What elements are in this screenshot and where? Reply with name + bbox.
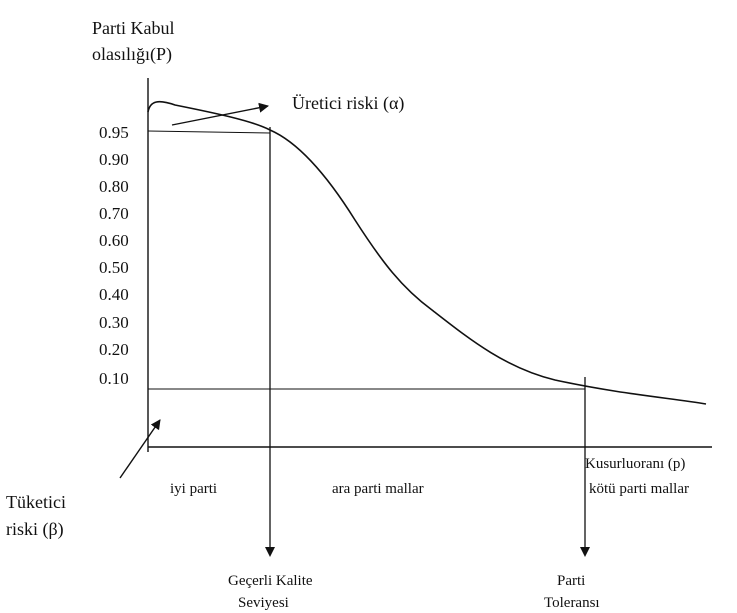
y-tick-label: 0.70 [99,204,129,223]
ltpd-label-line1: Parti [557,573,585,589]
y-tick-label: 0.90 [99,150,129,169]
aql-label-line1: Geçerli Kalite [228,573,313,589]
ltpd-label-line2: Toleransı [544,595,600,611]
y-tick-label: 0.30 [99,313,129,332]
y-tick-label: 0.60 [99,231,129,250]
y-axis-title-line1: Parti Kabul [92,18,175,38]
consumer-risk-label-line2: riski (β) [6,519,64,540]
region-intermediate-lot: ara parti mallar [332,481,424,497]
consumer-risk-label-line1: Tüketici [6,492,66,512]
alpha-reference-line [147,130,271,134]
aql-label-line2: Seviyesi [238,595,289,611]
y-tick-label: 0.40 [99,285,129,304]
aql-down-arrow-icon [265,547,275,557]
consumer-risk-arrow-icon [119,419,161,479]
region-good-lot: iyi parti [170,481,217,497]
y-tick-label: 0.80 [99,177,129,196]
ltpd-down-arrow-icon [580,547,590,557]
y-tick-labels: 0.95 0.90 0.80 0.70 0.60 0.50 0.40 0.30 … [99,123,129,388]
y-axis-title-line2: olasılığı(P) [92,44,172,65]
region-bad-lot: kötü parti mallar [589,481,689,497]
x-axis-title: Kusurluoranı (p) [585,456,685,472]
producer-risk-label: Üretici riski (α) [292,93,404,114]
y-tick-label: 0.95 [99,123,129,142]
producer-risk-arrow-icon [171,102,269,126]
oc-curve [147,100,707,405]
y-tick-label: 0.10 [99,369,129,388]
y-tick-label: 0.50 [99,258,129,277]
y-tick-label: 0.20 [99,340,129,359]
